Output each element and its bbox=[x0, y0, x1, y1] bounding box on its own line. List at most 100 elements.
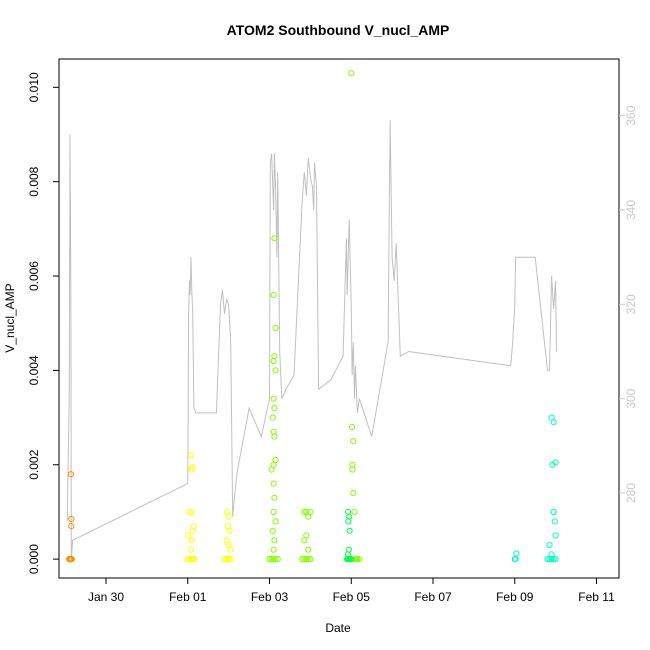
x-tick-label: Feb 07 bbox=[414, 590, 452, 604]
data-point bbox=[270, 291, 277, 298]
data-point bbox=[307, 556, 314, 563]
data-point bbox=[301, 508, 308, 515]
data-point bbox=[270, 395, 277, 402]
x-tick-label: Feb 03 bbox=[251, 590, 289, 604]
y-axis-label: V_nucl_AMP bbox=[3, 283, 17, 352]
series-line bbox=[66, 120, 557, 560]
data-point bbox=[187, 546, 195, 553]
data-point bbox=[188, 509, 195, 517]
data-point bbox=[268, 556, 275, 563]
y2-tick-label: 340 bbox=[624, 200, 638, 220]
y2-tick-label: 300 bbox=[624, 388, 638, 408]
data-point bbox=[350, 438, 357, 445]
data-point bbox=[551, 518, 558, 525]
data-point bbox=[305, 556, 312, 563]
data-point bbox=[184, 532, 191, 539]
y2-axis: 280 300 320 340 360 bbox=[619, 105, 638, 503]
x-tick-label: Feb 01 bbox=[169, 590, 207, 604]
data-point bbox=[68, 515, 75, 523]
data-point bbox=[188, 537, 195, 544]
y2-tick-label: 360 bbox=[624, 105, 638, 125]
chart-title: ATOM2 Southbound V_nucl_AMP bbox=[227, 22, 450, 38]
data-point bbox=[221, 556, 228, 563]
x-tick-label: Jan 30 bbox=[88, 590, 124, 604]
data-point bbox=[270, 357, 277, 365]
data-point bbox=[299, 556, 306, 563]
point-series bbox=[66, 70, 559, 563]
y-tick-label: 0.004 bbox=[27, 355, 41, 385]
data-point bbox=[271, 494, 278, 501]
secondary-series-line bbox=[66, 120, 557, 560]
data-point bbox=[272, 367, 279, 374]
x-axis-label: Date bbox=[325, 621, 351, 635]
data-point bbox=[348, 556, 355, 563]
data-point bbox=[224, 508, 231, 515]
data-point bbox=[186, 556, 193, 563]
data-point bbox=[272, 324, 279, 331]
data-point bbox=[227, 546, 234, 553]
data-point bbox=[225, 556, 232, 563]
data-point bbox=[550, 419, 557, 426]
y-tick-label: 0.010 bbox=[27, 72, 41, 102]
x-tick-label: Feb 11 bbox=[578, 590, 615, 604]
data-point bbox=[345, 518, 352, 525]
data-point bbox=[268, 466, 275, 473]
data-point bbox=[552, 556, 559, 563]
data-point bbox=[270, 556, 277, 563]
data-point bbox=[187, 452, 195, 459]
data-point bbox=[227, 556, 234, 563]
y2-tick-label: 280 bbox=[624, 483, 638, 503]
y-tick-label: 0.008 bbox=[27, 166, 41, 196]
data-point bbox=[350, 490, 357, 497]
data-point bbox=[303, 556, 310, 563]
data-point bbox=[301, 556, 308, 563]
data-point bbox=[270, 546, 277, 553]
data-point bbox=[356, 556, 363, 563]
data-point bbox=[272, 518, 279, 525]
data-point bbox=[271, 433, 278, 440]
data-point bbox=[270, 480, 277, 487]
data-point bbox=[271, 405, 278, 412]
data-point bbox=[346, 527, 353, 534]
y-axis: 0.000 0.002 0.004 0.006 0.008 0.010 bbox=[27, 72, 59, 574]
y2-tick-label: 320 bbox=[624, 294, 638, 314]
y-tick-label: 0.000 bbox=[27, 544, 41, 574]
data-point bbox=[351, 508, 358, 515]
data-point bbox=[67, 471, 75, 478]
data-point bbox=[271, 537, 278, 544]
data-point bbox=[550, 508, 557, 515]
data-point bbox=[546, 541, 553, 549]
data-point bbox=[305, 546, 312, 553]
data-point bbox=[190, 556, 197, 563]
data-point bbox=[67, 556, 74, 563]
x-tick-label: Feb 09 bbox=[496, 590, 534, 604]
data-point bbox=[271, 235, 278, 242]
plot-frame bbox=[58, 58, 620, 579]
data-point bbox=[513, 550, 520, 557]
data-point bbox=[349, 423, 356, 431]
data-point bbox=[274, 556, 281, 563]
data-point bbox=[548, 551, 555, 558]
data-point bbox=[512, 556, 519, 563]
data-point bbox=[301, 537, 308, 544]
data-point bbox=[189, 527, 196, 534]
y-tick-label: 0.006 bbox=[27, 261, 41, 291]
data-point bbox=[266, 556, 273, 563]
data-point bbox=[349, 461, 356, 468]
data-point bbox=[552, 532, 559, 539]
data-point bbox=[272, 556, 279, 563]
data-point bbox=[544, 556, 551, 563]
data-point bbox=[344, 551, 352, 558]
data-point bbox=[307, 508, 314, 515]
x-axis: Jan 30 Feb 01 Feb 03 Feb 05 Feb 07 Feb 09 Feb … bbox=[88, 578, 615, 604]
data-point bbox=[548, 556, 555, 563]
data-point bbox=[348, 70, 355, 77]
data-point bbox=[189, 464, 196, 471]
data-point bbox=[270, 508, 277, 515]
data-point bbox=[549, 461, 556, 468]
x-tick-label: Feb 05 bbox=[333, 590, 371, 604]
data-point bbox=[269, 527, 276, 534]
data-point bbox=[354, 556, 361, 563]
